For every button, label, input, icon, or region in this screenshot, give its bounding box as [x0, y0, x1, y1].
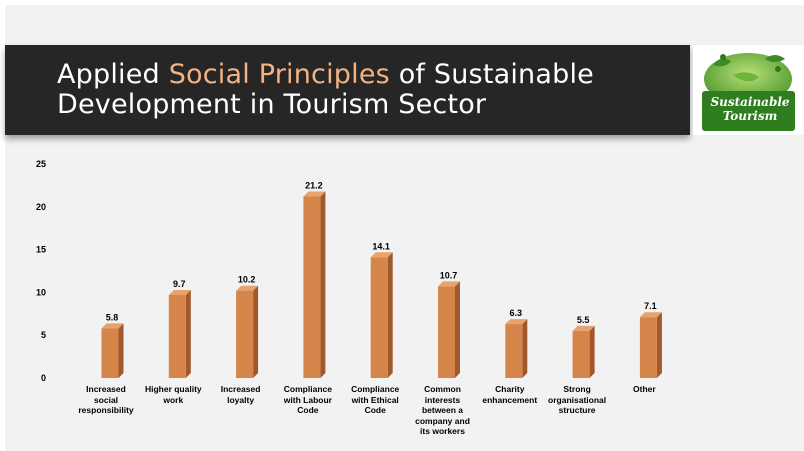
x-tick-label-line: between a — [421, 405, 464, 415]
title-band: Applied Social Principles of Sustainable… — [5, 45, 690, 135]
x-tick-label-line: structure — [558, 405, 596, 415]
bar — [505, 319, 528, 378]
x-tick-label: Compliance with Ethical Code — [335, 384, 415, 416]
bar-side — [589, 325, 595, 378]
x-tick-label-line: with Ethical — [351, 394, 399, 405]
x-tick-label: Increased social responsibility — [66, 384, 146, 416]
bar — [438, 281, 460, 378]
x-tick-label-line: Charity — [495, 384, 525, 394]
y-tick-label: 10 — [36, 287, 46, 297]
x-tick-label-line: Compliance — [283, 384, 332, 394]
x-tick-label: Charity enhancement — [470, 384, 550, 405]
bar-front — [370, 257, 388, 378]
page-title: Applied Social Principles of Sustainable… — [57, 60, 594, 120]
data-label: 9.7 — [173, 279, 186, 289]
title-part2: of Sustainable — [389, 59, 594, 90]
bar-side — [656, 312, 662, 378]
bar-front — [572, 330, 590, 378]
title-highlight: Social Principles — [168, 59, 390, 90]
x-tick-label-line: interests — [424, 394, 461, 405]
bar-front — [505, 324, 523, 378]
bar-top — [303, 191, 326, 197]
bar-series: 5.8 9.7 10.2 21.2 14.1 10.7 6.3 5.5 7.1 — [101, 181, 662, 378]
x-tick-label: Higher quality work — [133, 384, 213, 405]
y-tick-label: 25 — [36, 159, 46, 169]
bar-side — [253, 285, 259, 378]
x-tick-label-line: enhancement — [482, 394, 538, 405]
x-tick-label-line: organisational — [548, 394, 607, 405]
bar-top — [438, 281, 460, 287]
x-tick-label: Common interests between a company and its w… — [403, 384, 483, 437]
sustainable-tourism-logo: Sustainable Tourism — [693, 45, 804, 135]
x-tick-label-line: with Labour — [283, 394, 332, 405]
bar — [168, 289, 191, 378]
data-label: 6.3 — [510, 308, 523, 318]
bar — [101, 323, 124, 378]
bar — [572, 325, 595, 378]
bar-side — [522, 319, 528, 378]
title-line2: Development in Tourism Sector — [57, 89, 487, 120]
title-part1: Applied — [57, 59, 169, 90]
bar — [639, 312, 662, 378]
bar — [236, 285, 259, 378]
data-label: 5.5 — [577, 315, 590, 325]
slide-background: Applied Social Principles of Sustainable… — [5, 5, 804, 451]
x-tick-label-line: Compliance — [351, 384, 400, 394]
x-tick-label-line: Other — [633, 384, 656, 394]
x-tick-label-line: work — [163, 394, 184, 405]
data-label: 5.8 — [106, 312, 119, 322]
y-axis: 0 5 10 15 20 25 — [36, 159, 46, 383]
bar-front — [438, 286, 455, 378]
data-label: 10.2 — [238, 275, 256, 285]
x-tick-label-line: social — [93, 394, 119, 405]
y-tick-label: 0 — [41, 373, 46, 383]
bar-side — [185, 289, 191, 378]
globe-leaves-icon — [702, 53, 795, 131]
x-tick-label-line: Higher quality — [144, 384, 202, 394]
bar-top — [236, 285, 259, 291]
bar-front — [101, 328, 119, 378]
data-label: 21.2 — [305, 181, 323, 191]
data-label: 7.1 — [644, 301, 657, 311]
bar-front — [303, 196, 321, 378]
bar-top — [505, 319, 528, 325]
bar-front — [236, 290, 254, 378]
logo-line2: Tourism — [722, 109, 778, 123]
x-tick-label-line: its workers — [420, 426, 465, 436]
bar-side — [387, 252, 393, 378]
bar-top — [370, 252, 393, 258]
bar-front — [639, 317, 657, 378]
bar-top — [168, 289, 191, 295]
bar-top — [101, 323, 124, 329]
x-tick-label-line: responsibility — [78, 405, 134, 415]
y-tick-label: 5 — [41, 330, 46, 340]
data-label: 14.1 — [372, 241, 390, 251]
data-label: 10.7 — [440, 270, 458, 280]
logo-text: Sustainable Tourism — [705, 95, 795, 123]
bar-front — [168, 294, 186, 378]
x-tick-label: Compliance with Labour Code — [268, 384, 348, 416]
x-tick-label: Other — [604, 384, 684, 395]
x-tick-label-line: Strong — [563, 384, 591, 394]
bar-side — [320, 191, 326, 378]
bar-top — [572, 325, 595, 331]
y-tick-label: 15 — [36, 245, 46, 255]
bar — [370, 252, 393, 378]
x-tick-label-line: Code — [297, 405, 319, 415]
y-tick-label: 20 — [36, 202, 46, 212]
bar-side — [118, 323, 124, 378]
bar-side — [455, 281, 460, 378]
x-tick-label-line: company and — [415, 415, 470, 426]
bar — [303, 191, 326, 378]
bar-top — [639, 312, 662, 318]
x-tick-label: Strong organisational structure — [537, 384, 617, 416]
x-tick-label-line: Code — [364, 405, 386, 415]
logo-line1: Sustainable — [710, 95, 790, 109]
x-tick-label-line: loyalty — [227, 394, 255, 405]
x-tick-label-line: Increased — [86, 384, 126, 394]
x-tick-label-line: Increased — [220, 384, 261, 394]
x-tick-label-line: Common — [424, 384, 461, 394]
x-tick-label: Increased loyalty — [201, 384, 281, 405]
